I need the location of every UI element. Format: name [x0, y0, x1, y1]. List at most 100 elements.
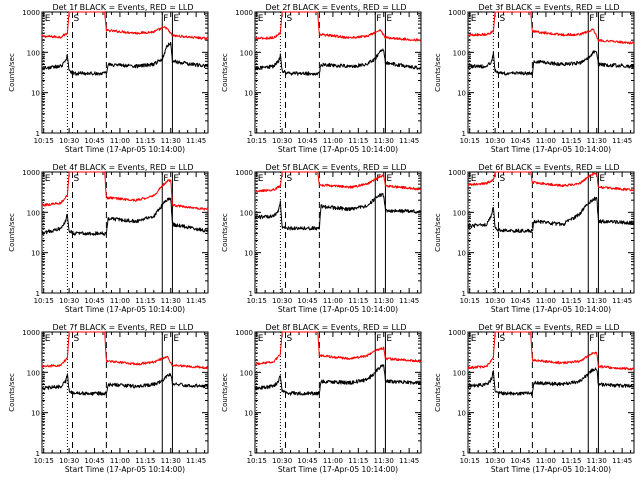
panel-title: Det 2f BLACK = Events, RED = LLD — [265, 3, 406, 12]
x-tick-label: 11:30 — [374, 457, 394, 465]
x-axis-label: Start Time (17-Apr-05 10:14:00) — [491, 305, 611, 314]
y-tick-label: 10 — [244, 250, 253, 258]
x-tick-label: 10:15 — [247, 297, 267, 305]
x-tick-label: 10:30 — [59, 297, 79, 305]
plot-frame — [41, 171, 209, 294]
y-axis-label: Counts/sec — [434, 213, 442, 252]
series-events-line — [467, 367, 635, 396]
marker-label: F — [376, 14, 381, 24]
series-events-line — [41, 373, 209, 396]
marker-label: E — [173, 334, 179, 344]
marker-label: E — [45, 14, 51, 24]
marker-label: E — [386, 14, 392, 24]
plot-frame — [254, 171, 422, 294]
y-tick-label: 1 — [249, 450, 253, 458]
marker-label: E — [471, 14, 477, 24]
panel-det-1: Det 1f BLACK = Events, RED = LLD Counts/s… — [8, 3, 209, 154]
x-axis-label: Start Time (17-Apr-05 10:14:00) — [65, 145, 185, 154]
x-tick-label: 11:15 — [135, 297, 155, 305]
x-tick-label: 11:15 — [348, 297, 368, 305]
plot-frame — [41, 331, 209, 454]
marker-label: F — [376, 174, 381, 184]
panel-det-3: Det 3f BLACK = Events, RED = LLD Counts/s… — [434, 3, 635, 154]
x-tick-label: 11:45 — [186, 137, 206, 145]
marker-label: S — [286, 334, 292, 344]
y-tick-label: 1000 — [22, 9, 40, 17]
series-lld-line — [254, 171, 422, 193]
x-tick-label: 11:00 — [110, 137, 130, 145]
series-lld-line — [254, 11, 422, 42]
x-tick-label: 11:00 — [323, 457, 343, 465]
y-tick-label: 1000 — [448, 169, 466, 177]
y-tick-label: 1000 — [235, 169, 253, 177]
marker-label: E — [45, 334, 51, 344]
y-tick-label: 100 — [240, 369, 253, 377]
marker-label: E — [386, 334, 392, 344]
marker-label: F — [589, 334, 594, 344]
x-axis-label: Start Time (17-Apr-05 10:14:00) — [278, 305, 398, 314]
series-lld-line — [254, 331, 422, 366]
marker-label: E — [471, 174, 477, 184]
series-events-line — [41, 41, 209, 76]
panel-title: Det 4f BLACK = Events, RED = LLD — [52, 163, 193, 172]
x-tick-label: 11:30 — [374, 297, 394, 305]
series-lld-line — [467, 331, 635, 371]
series-events-line — [467, 50, 635, 76]
marker-label: S — [73, 174, 79, 184]
panel-title: Det 3f BLACK = Events, RED = LLD — [478, 3, 619, 12]
x-tick-label: 11:45 — [399, 297, 419, 305]
y-tick-label: 100 — [453, 369, 466, 377]
x-tick-label: 11:00 — [323, 137, 343, 145]
y-tick-label: 1000 — [448, 329, 466, 337]
panel-det-2: Det 2f BLACK = Events, RED = LLD Counts/s… — [221, 3, 422, 154]
y-tick-label: 100 — [453, 49, 466, 57]
series-lld-line — [41, 11, 209, 41]
marker-label: E — [599, 174, 605, 184]
series-lld-line — [41, 331, 209, 370]
panel-det-6: Det 6f BLACK = Events, RED = LLD Counts/s… — [434, 163, 635, 314]
x-tick-label: 11:00 — [323, 297, 343, 305]
y-tick-label: 1 — [249, 130, 253, 138]
x-tick-label: 10:15 — [460, 297, 480, 305]
marker-label: F — [163, 14, 168, 24]
y-tick-label: 1000 — [235, 9, 253, 17]
plot-frame — [254, 11, 422, 134]
panel-det-5: Det 5f BLACK = Events, RED = LLD Counts/s… — [221, 163, 422, 314]
y-tick-label: 100 — [240, 209, 253, 217]
x-tick-label: 10:30 — [272, 457, 292, 465]
y-tick-label: 1000 — [22, 329, 40, 337]
y-tick-label: 1 — [462, 290, 466, 298]
x-tick-label: 11:15 — [348, 137, 368, 145]
x-tick-label: 10:15 — [247, 457, 267, 465]
x-tick-label: 11:30 — [161, 137, 181, 145]
marker-label: E — [599, 334, 605, 344]
marker-label: E — [258, 334, 264, 344]
y-tick-label: 100 — [240, 49, 253, 57]
x-tick-label: 11:15 — [561, 137, 581, 145]
plot-frame — [41, 11, 209, 134]
series-lld-line — [467, 11, 635, 45]
y-axis-label: Counts/sec — [221, 213, 229, 252]
plot-frame — [467, 11, 635, 134]
y-tick-label: 10 — [244, 410, 253, 418]
x-tick-label: 11:15 — [348, 457, 368, 465]
x-tick-label: 11:00 — [536, 137, 556, 145]
x-tick-label: 10:30 — [485, 297, 505, 305]
y-axis-label: Counts/sec — [221, 373, 229, 412]
x-tick-label: 10:30 — [485, 137, 505, 145]
y-axis-label: Counts/sec — [434, 53, 442, 92]
y-tick-label: 1 — [36, 130, 40, 138]
panel-det-4: Det 4f BLACK = Events, RED = LLD Counts/s… — [8, 163, 209, 314]
x-axis-label: Start Time (17-Apr-05 10:14:00) — [65, 465, 185, 474]
marker-label: F — [163, 174, 168, 184]
panel-det-9: Det 9f BLACK = Events, RED = LLD Counts/s… — [434, 323, 635, 474]
x-axis-label: Start Time (17-Apr-05 10:14:00) — [278, 145, 398, 154]
x-tick-label: 11:00 — [110, 457, 130, 465]
plot-frame — [254, 331, 422, 454]
x-tick-label: 11:30 — [587, 297, 607, 305]
x-tick-label: 11:45 — [612, 137, 632, 145]
marker-label: E — [599, 14, 605, 24]
marker-label: E — [173, 174, 179, 184]
series-lld-line — [467, 171, 635, 192]
x-tick-label: 11:00 — [536, 457, 556, 465]
